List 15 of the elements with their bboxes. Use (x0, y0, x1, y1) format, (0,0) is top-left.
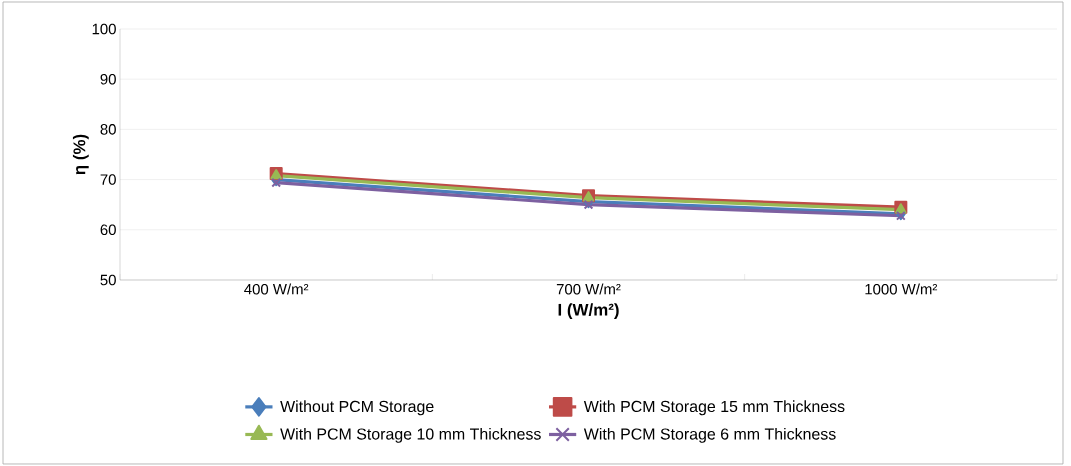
legend-label: With PCM Storage 10 mm Thickness (280, 427, 541, 443)
x-axis-title: I (W/m²) (558, 303, 619, 320)
y-tick-label: 70 (100, 174, 116, 185)
legend-label: With PCM Storage 6 mm Thickness (583, 427, 836, 443)
x-tick-label: 700 W/m² (556, 283, 621, 295)
x-tick-label: 400 W/m² (244, 283, 309, 295)
y-tick-label: 90 (100, 73, 116, 85)
x-tick-label: 1000 W/m² (865, 283, 938, 295)
y-tick-label: 50 (100, 274, 116, 286)
y-tick-label: 100 (92, 23, 116, 35)
y-axis-title: η (%) (72, 134, 89, 175)
y-tick-label: 80 (100, 124, 116, 135)
legend-label: With PCM Storage 15 mm Thickness (583, 400, 845, 416)
y-tick-label: 60 (100, 224, 116, 236)
legend-label: Without PCM Storage (280, 400, 434, 416)
